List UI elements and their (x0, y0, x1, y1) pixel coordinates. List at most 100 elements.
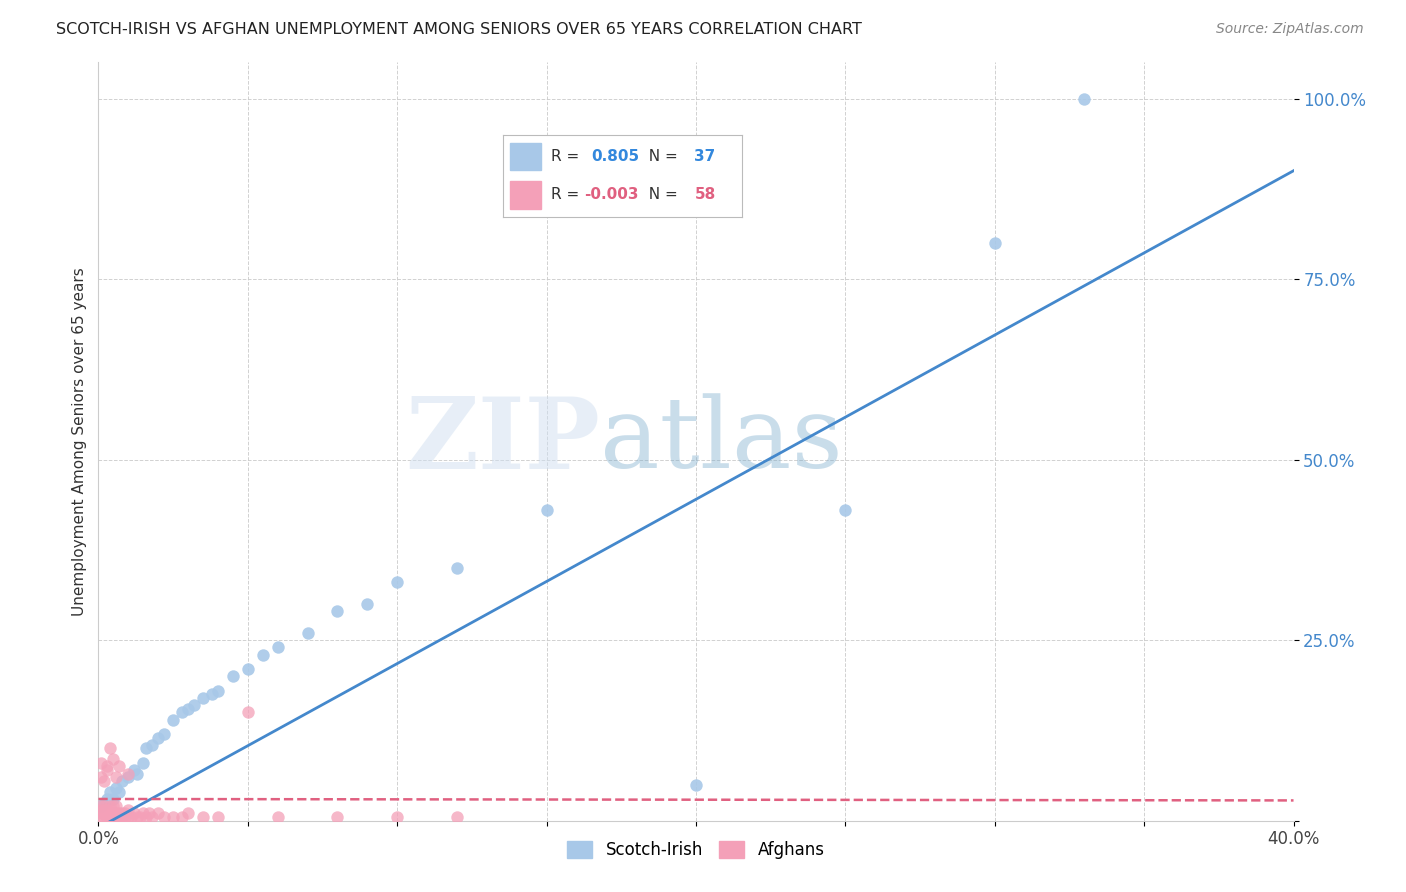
Point (103, 799, 125, 814)
Point (96, 810, 118, 824)
Point (138, 806, 160, 821)
Point (153, 810, 176, 824)
Point (162, 810, 184, 824)
Text: N =: N = (640, 187, 683, 202)
Point (96, 763, 118, 777)
Point (984, 235, 1007, 250)
Point (685, 778, 707, 792)
Point (385, 810, 409, 824)
Text: 58: 58 (695, 187, 716, 202)
Point (177, 806, 200, 821)
Text: 37: 37 (695, 149, 716, 164)
Text: 0.805: 0.805 (592, 149, 640, 164)
Point (236, 706, 259, 720)
Point (252, 648, 274, 662)
Point (446, 561, 468, 575)
Text: R =: R = (551, 149, 589, 164)
Point (172, 810, 194, 824)
Point (105, 806, 128, 821)
Point (191, 690, 214, 705)
Point (132, 806, 155, 821)
Point (222, 669, 245, 683)
Point (267, 640, 290, 655)
Point (98, 810, 122, 824)
Point (127, 810, 149, 824)
Point (90, 806, 112, 821)
Point (117, 766, 139, 780)
Point (98, 741, 122, 756)
Point (207, 810, 229, 824)
Point (127, 766, 149, 780)
Point (177, 702, 200, 716)
Point (207, 683, 229, 698)
Point (96, 792, 118, 806)
Point (103, 792, 125, 806)
Text: N =: N = (640, 149, 683, 164)
Text: ZIP: ZIP (405, 393, 600, 490)
Point (114, 810, 136, 824)
Point (172, 706, 194, 720)
Point (124, 763, 146, 777)
Point (96, 803, 118, 817)
Point (148, 806, 170, 821)
Point (326, 810, 349, 824)
Point (141, 810, 163, 824)
Point (267, 810, 290, 824)
Point (105, 781, 128, 796)
Point (90, 799, 112, 814)
Point (93, 796, 115, 810)
Point (93, 806, 115, 821)
Point (111, 810, 134, 824)
Point (834, 503, 856, 517)
Point (446, 810, 468, 824)
Text: R =: R = (551, 187, 583, 202)
Point (117, 803, 139, 817)
Point (90, 770, 112, 784)
Point (93, 773, 115, 788)
Point (96, 759, 118, 773)
Text: atlas: atlas (600, 393, 844, 490)
Point (141, 738, 163, 752)
Point (103, 810, 125, 824)
Point (90, 810, 112, 824)
Point (96, 806, 118, 821)
Point (105, 799, 128, 814)
Point (191, 810, 214, 824)
Point (108, 806, 131, 821)
Text: Source: ZipAtlas.com: Source: ZipAtlas.com (1216, 22, 1364, 37)
Point (103, 752, 125, 766)
Point (183, 698, 205, 712)
Point (356, 597, 378, 611)
Point (108, 810, 131, 824)
Y-axis label: Unemployment Among Seniors over 65 years: Unemployment Among Seniors over 65 years (72, 268, 87, 615)
Bar (510, 143, 541, 170)
Point (90, 799, 112, 814)
Point (1073, 91, 1095, 105)
Point (132, 756, 155, 770)
Point (120, 810, 142, 824)
Point (297, 626, 319, 640)
Point (105, 770, 128, 784)
Point (326, 604, 349, 618)
Point (114, 806, 136, 821)
Point (153, 727, 176, 741)
Point (201, 687, 224, 701)
Point (90, 803, 112, 817)
Point (129, 810, 152, 824)
Point (117, 770, 139, 784)
Point (124, 806, 146, 821)
Point (98, 785, 122, 799)
Point (98, 806, 122, 821)
Point (148, 731, 170, 745)
Legend: Scotch-Irish, Afghans: Scotch-Irish, Afghans (561, 834, 831, 865)
Point (93, 803, 115, 817)
Point (135, 810, 157, 824)
Point (105, 810, 128, 824)
Point (111, 773, 134, 788)
Point (111, 806, 134, 821)
Point (108, 785, 131, 799)
Point (117, 810, 139, 824)
Point (93, 810, 115, 824)
Text: -0.003: -0.003 (583, 187, 638, 202)
Point (108, 759, 131, 773)
